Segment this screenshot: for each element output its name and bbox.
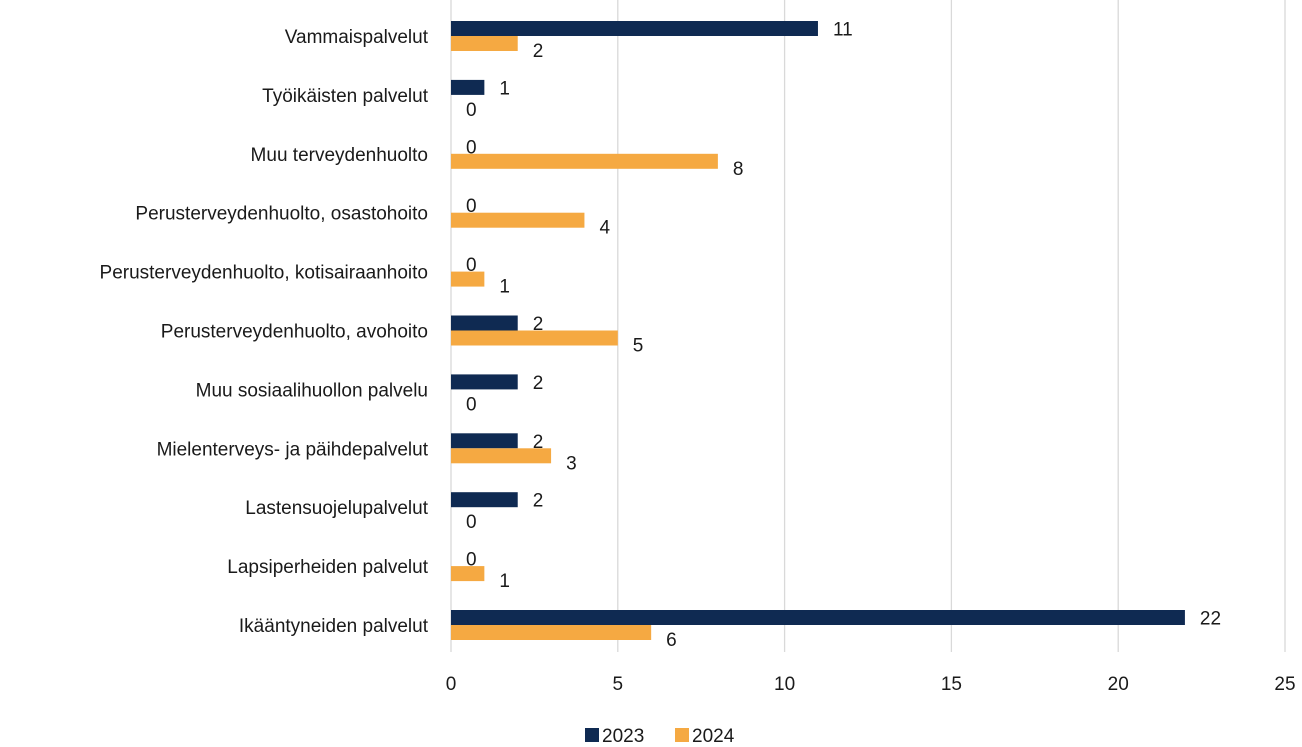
legend-label-2024: 2024 xyxy=(692,726,735,747)
data-label-2024: 6 xyxy=(666,630,677,651)
data-label-2023: 0 xyxy=(466,255,477,276)
x-tick-label: 5 xyxy=(613,674,624,695)
data-label-2024: 1 xyxy=(499,571,510,592)
bar-2023-0 xyxy=(451,21,818,36)
bar-2024-5 xyxy=(451,330,618,346)
bars xyxy=(451,21,1185,640)
legend-label-2023: 2023 xyxy=(602,726,644,747)
category-label: Vammaispalvelut xyxy=(285,27,429,48)
category-label: Ikääntyneiden palvelut xyxy=(239,616,429,637)
data-label-2024: 3 xyxy=(566,453,577,474)
bar-2024-2 xyxy=(451,153,718,169)
x-tick-label: 15 xyxy=(941,674,962,695)
category-label: Lastensuojelupalvelut xyxy=(245,498,428,519)
bar-2024-10 xyxy=(451,625,652,640)
category-label: Työikäisten palvelut xyxy=(262,86,429,107)
bar-2023-5 xyxy=(451,315,518,331)
data-label-2023: 2 xyxy=(533,491,544,512)
x-axis-ticks: 0 5 10 15 20 25 xyxy=(446,674,1296,695)
bar-2024-9 xyxy=(451,566,485,582)
data-label-2023: 11 xyxy=(833,20,853,41)
data-label-2023: 22 xyxy=(1200,609,1221,630)
legend: 2023 2024 xyxy=(585,726,735,747)
bar-2023-10 xyxy=(451,610,1185,625)
category-labels: Vammaispalvelut Työikäisten palvelut Muu t… xyxy=(100,27,429,637)
data-label-2024: 5 xyxy=(633,336,644,357)
data-label-2023: 0 xyxy=(466,196,477,217)
category-label: Muu sosiaalihuollon palvelu xyxy=(196,380,428,401)
bar-2023-6 xyxy=(451,374,518,390)
legend-swatch-2023 xyxy=(585,728,599,742)
x-tick-label: 10 xyxy=(774,674,795,695)
data-label-2024: 8 xyxy=(733,159,744,180)
data-label-2023: 2 xyxy=(533,432,544,453)
data-label-2023: 2 xyxy=(533,314,544,335)
bar-2024-0 xyxy=(451,36,518,51)
category-label: Perusterveydenhuolto, avohoito xyxy=(161,322,428,343)
data-label-2024: 2 xyxy=(533,41,544,62)
data-label-2023: 1 xyxy=(499,78,510,99)
bar-2023-1 xyxy=(451,79,485,95)
category-label: Lapsiperheiden palvelut xyxy=(227,557,428,578)
data-label-2024: 0 xyxy=(466,100,477,121)
category-label: Perusterveydenhuolto, osastohoito xyxy=(135,204,428,225)
legend-swatch-2024 xyxy=(675,728,689,742)
data-label-2024: 4 xyxy=(599,218,610,239)
bar-2023-8 xyxy=(451,492,518,508)
grid-lines xyxy=(450,0,1286,652)
data-label-2024: 0 xyxy=(466,512,477,533)
data-label-2024: 0 xyxy=(466,394,477,415)
category-label: Perusterveydenhuolto, kotisairaanhoito xyxy=(100,263,428,284)
data-label-2023: 0 xyxy=(466,137,477,158)
data-label-2023: 2 xyxy=(533,373,544,394)
x-tick-label: 20 xyxy=(1108,674,1129,695)
data-label-2023: 0 xyxy=(466,550,477,571)
x-tick-label: 0 xyxy=(446,674,457,695)
bar-2024-7 xyxy=(451,448,552,464)
bar-2024-4 xyxy=(451,271,485,287)
category-label: Mielenterveys- ja päihdepalvelut xyxy=(157,439,429,460)
data-label-2024: 1 xyxy=(499,277,510,298)
x-tick-label: 25 xyxy=(1274,674,1295,695)
bar-2023-7 xyxy=(451,433,518,449)
category-label: Muu terveydenhuolto xyxy=(251,145,428,166)
bar-2024-3 xyxy=(451,212,585,228)
